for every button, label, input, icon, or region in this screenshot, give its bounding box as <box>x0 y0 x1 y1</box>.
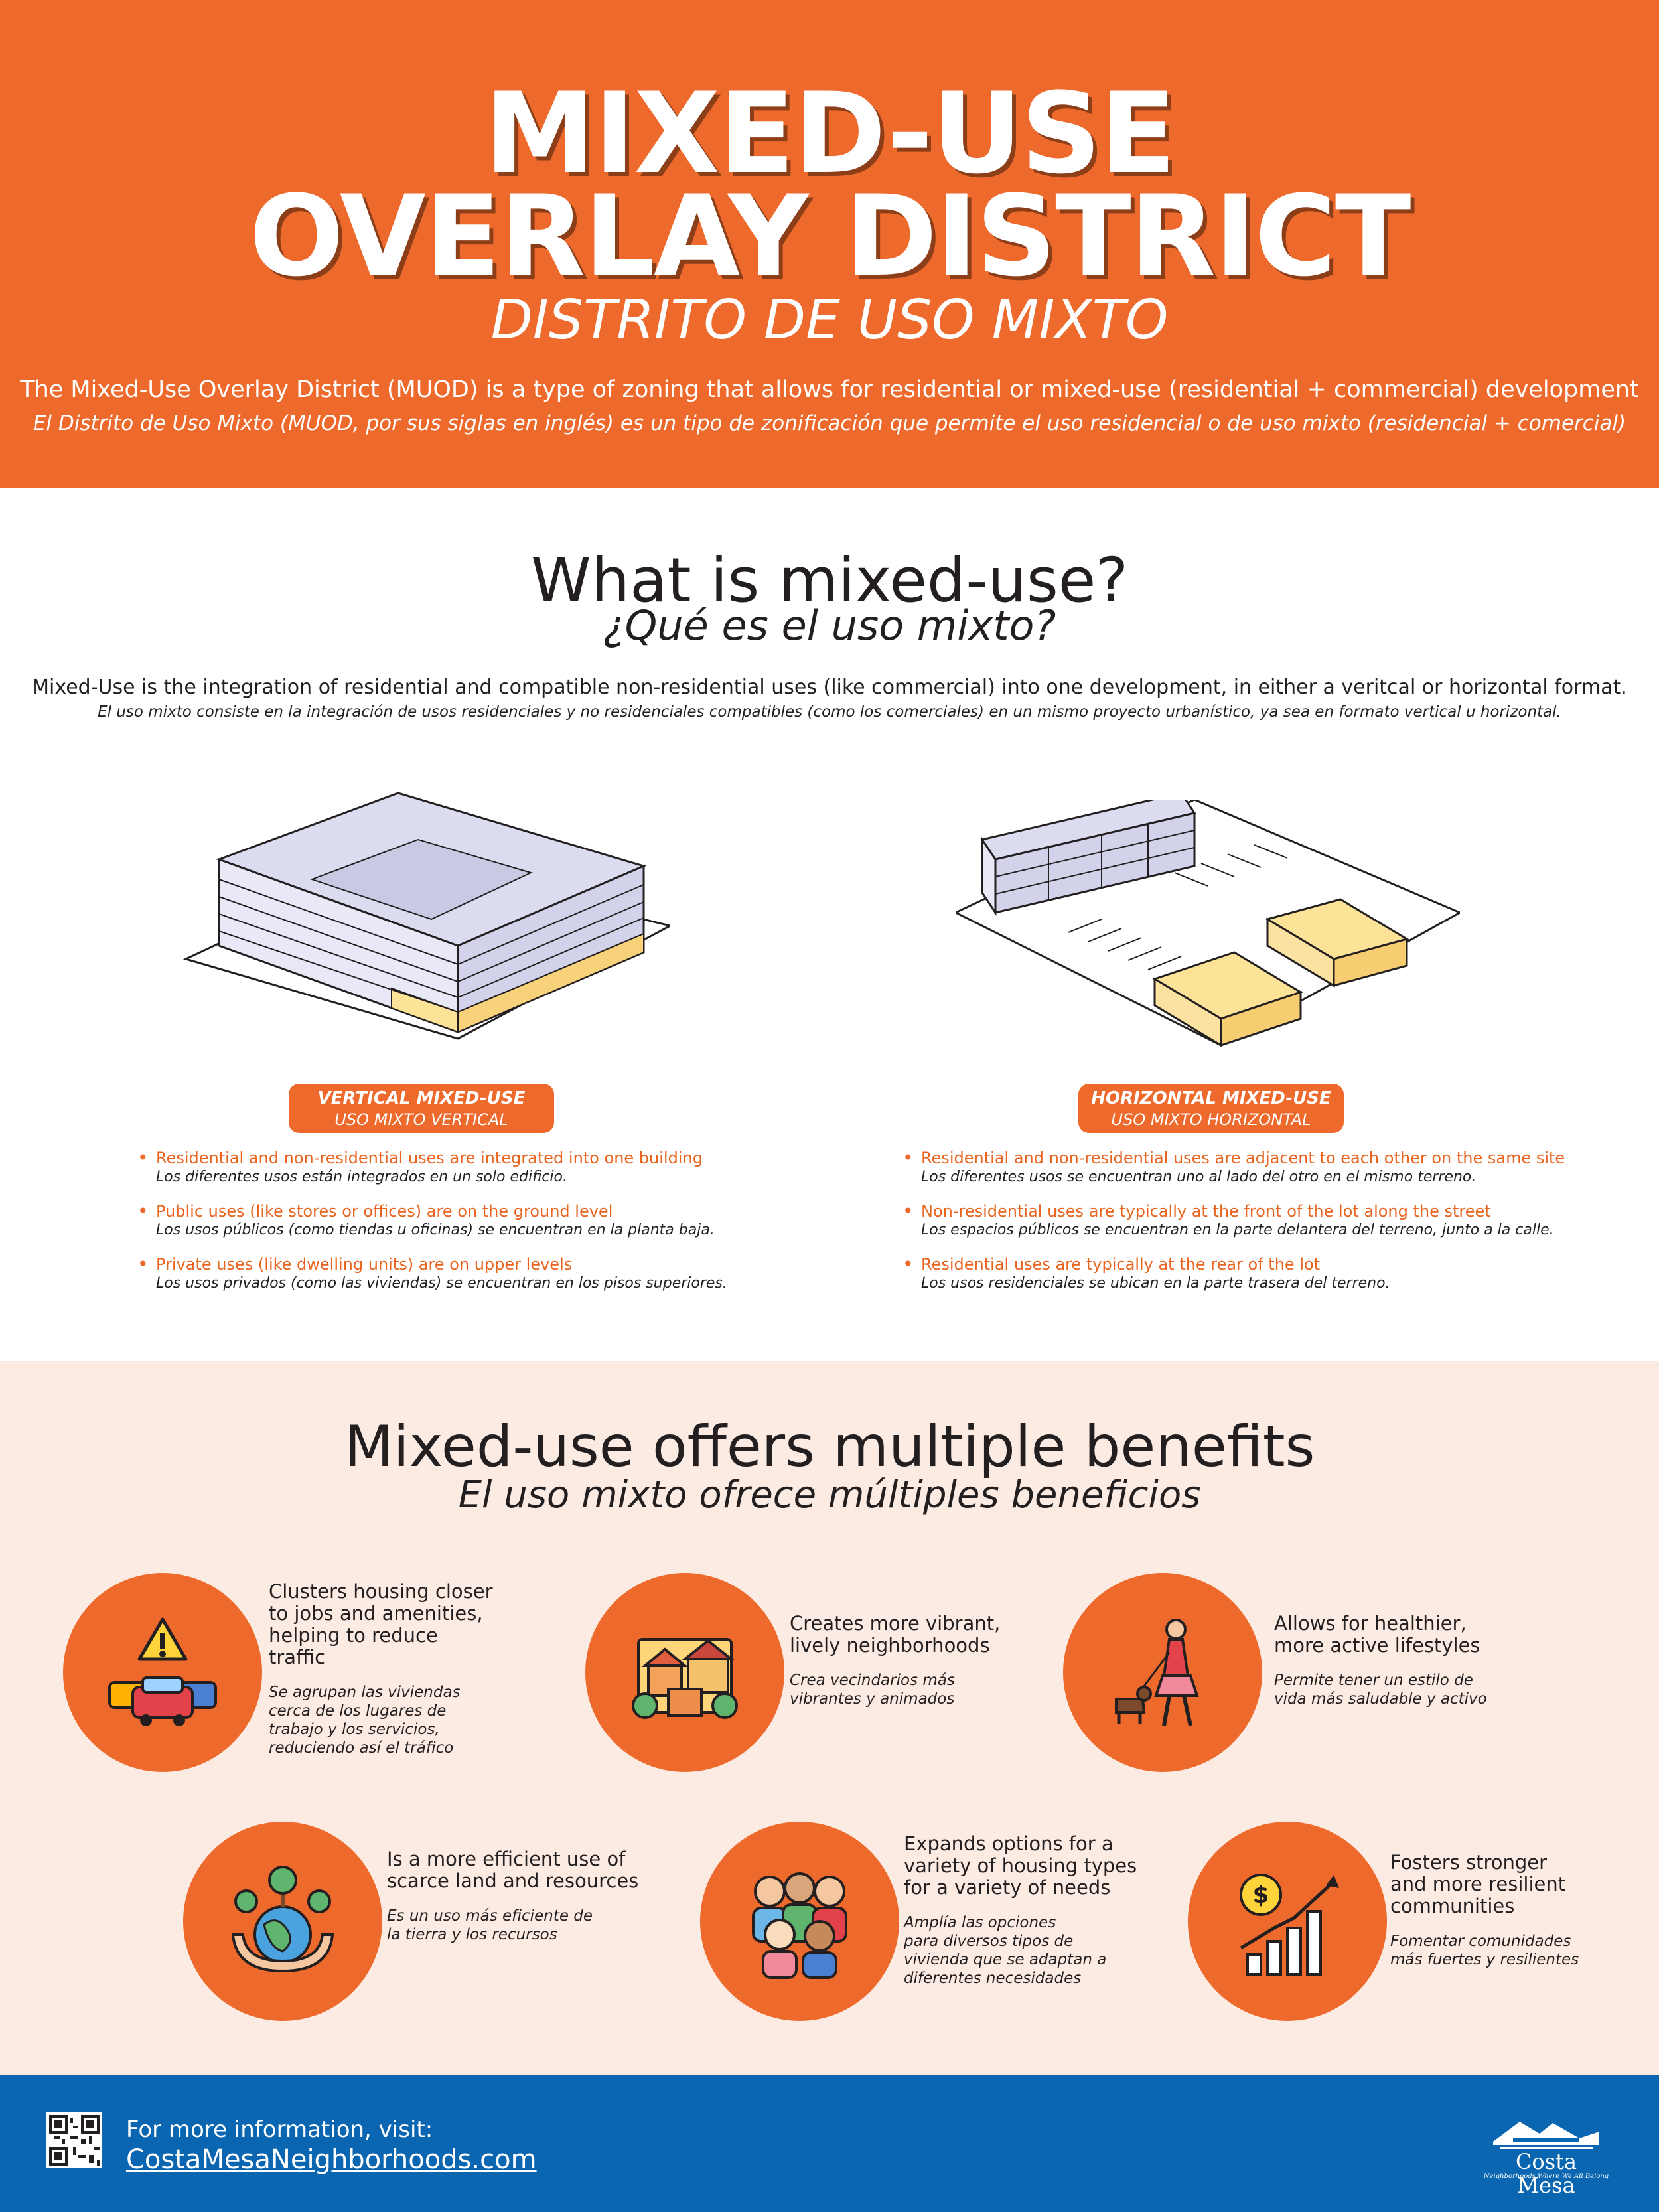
traffic-cars-icon <box>63 1573 262 1772</box>
what-is-section: What is mixed-use? ¿Qué es el uso mixto?… <box>0 488 1659 1361</box>
svg-text:Neighborhoods Where We All Bel: Neighborhoods Where We All Belong <box>1483 2173 1609 2180</box>
description-spanish: El Distrito de Uso Mixto (MUOD, por sus … <box>33 411 1626 435</box>
title-line-2: OVERLAY DISTRICT <box>249 171 1411 301</box>
benefits-section: Mixed-use offers multiple benefits El us… <box>0 1361 1659 2075</box>
header-banner: MIXED-USE OVERLAY DISTRICT DISTRITO DE U… <box>0 0 1659 488</box>
diverse-people-icon <box>700 1822 899 2021</box>
definition-english: Mixed-Use is the integration of resident… <box>32 676 1627 699</box>
logo-name: Costa Mesa <box>1515 2149 1577 2198</box>
footer-info-label: For more information, visit: <box>126 2116 433 2143</box>
list-item: Residential and non-residential uses are… <box>902 1147 1606 1187</box>
list-item: Residential and non-residential uses are… <box>137 1147 788 1187</box>
walking-dog-icon <box>1063 1573 1262 1772</box>
qr-code-icon[interactable] <box>46 2112 102 2168</box>
list-item: Residential uses are typically at the re… <box>902 1253 1606 1293</box>
list-item: Public uses (like stores or offices) are… <box>137 1200 788 1240</box>
horizontal-label-spanish: USO MIXTO HORIZONTAL <box>1111 1110 1311 1129</box>
footer-website-link[interactable]: CostaMesaNeighborhoods.com <box>126 2144 537 2175</box>
horizontal-mixed-use-label: HORIZONTAL MIXED-USE USO MIXTO HORIZONTA… <box>1078 1084 1344 1133</box>
benefit-neighborhoods-text: Creates more vibrant, lively neighborhoo… <box>790 1612 1001 1708</box>
list-item: Private uses (like dwelling units) are o… <box>137 1253 788 1293</box>
vertical-mixed-use-illustration <box>182 792 670 1040</box>
definition-spanish: El uso mixto consiste en la integración … <box>98 703 1561 721</box>
neighborhood-houses-icon <box>585 1573 784 1772</box>
vertical-label-english: VERTICAL MIXED-USE <box>317 1088 526 1108</box>
what-is-heading-spanish: ¿Qué es el uso mixto? <box>603 601 1056 650</box>
earth-hands-icon <box>183 1822 382 2021</box>
costa-mesa-logo-icon: Neighborhoods Where We All Belong <box>1483 2122 1609 2180</box>
benefit-resilient-text: Fosters stronger and more resilient comm… <box>1390 1851 1579 1969</box>
vertical-label-spanish: USO MIXTO VERTICAL <box>334 1110 508 1129</box>
benefits-heading-spanish: El uso mixto ofrece múltiples beneficios <box>458 1473 1201 1516</box>
benefit-active-text: Allows for healthier, more active lifest… <box>1274 1612 1487 1708</box>
footer: For more information, visit: CostaMesaNe… <box>0 2075 1659 2212</box>
horizontal-bullets: Residential and non-residential uses are… <box>902 1147 1606 1307</box>
what-is-heading: What is mixed-use? <box>530 545 1129 616</box>
svg-text:$: $ <box>1252 1881 1269 1909</box>
vertical-mixed-use-label: VERTICAL MIXED-USE USO MIXTO VERTICAL <box>289 1084 554 1133</box>
benefits-heading: Mixed-use offers multiple benefits <box>344 1414 1315 1480</box>
benefit-efficient-text: Is a more efficient use of scarce land a… <box>387 1848 639 1944</box>
list-item: Non-residential uses are typically at th… <box>902 1200 1606 1240</box>
horizontal-label-english: HORIZONTAL MIXED-USE <box>1091 1088 1331 1108</box>
benefit-housing-text: Expands options for a variety of housing… <box>904 1832 1137 1988</box>
growth-chart-icon: $ <box>1188 1822 1387 2021</box>
title-spanish: DISTRITO DE USO MIXTO <box>490 289 1169 352</box>
horizontal-mixed-use-illustration <box>956 800 1460 1047</box>
benefit-traffic-text: Clusters housing closer to jobs and amen… <box>269 1580 493 1757</box>
description-english: The Mixed-Use Overlay District (MUOD) is… <box>20 376 1639 403</box>
title-line-1: MIXED-USE <box>484 68 1176 198</box>
vertical-bullets: Residential and non-residential uses are… <box>137 1147 788 1307</box>
